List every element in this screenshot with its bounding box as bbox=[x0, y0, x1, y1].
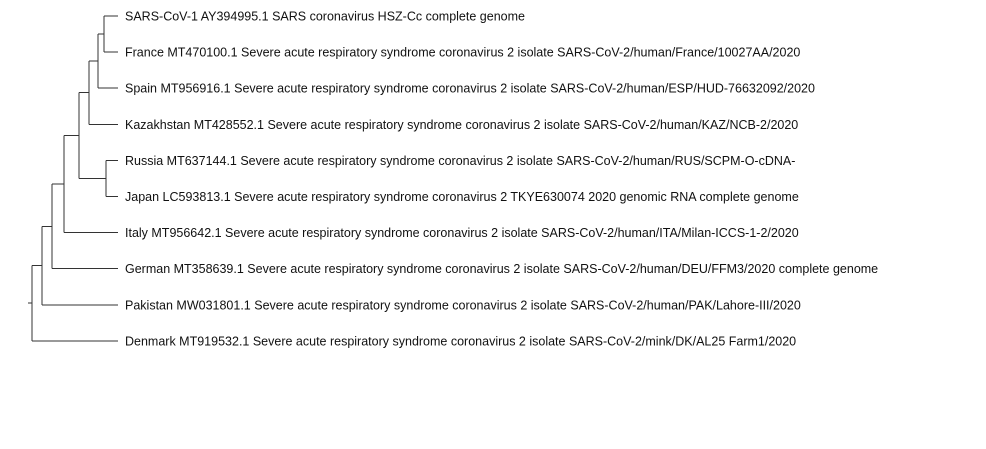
leaf-label-spain: Spain MT956916.1 Severe acute respirator… bbox=[125, 82, 815, 96]
leaf-label-japan: Japan LC593813.1 Severe acute respirator… bbox=[125, 190, 799, 204]
leaf-label-kazakhstan: Kazakhstan MT428552.1 Severe acute respi… bbox=[125, 118, 798, 132]
leaf-label-sars-cov-1: SARS-CoV-1 AY394995.1 SARS coronavirus H… bbox=[125, 10, 525, 24]
leaf-label-france: France MT470100.1 Severe acute respirato… bbox=[125, 46, 800, 60]
leaf-label-pakistan: Pakistan MW031801.1 Severe acute respira… bbox=[125, 298, 801, 312]
leaf-label-denmark: Denmark MT919532.1 Severe acute respirat… bbox=[125, 334, 796, 348]
tree-branches bbox=[28, 15, 118, 342]
leaf-labels: SARS-CoV-1 AY394995.1 SARS coronavirus H… bbox=[125, 10, 878, 349]
leaf-label-italy: Italy MT956642.1 Severe acute respirator… bbox=[125, 226, 799, 240]
leaf-label-german: German MT358639.1 Severe acute respirato… bbox=[125, 262, 878, 276]
leaf-label-russia: Russia MT637144.1 Severe acute respirato… bbox=[125, 154, 795, 168]
